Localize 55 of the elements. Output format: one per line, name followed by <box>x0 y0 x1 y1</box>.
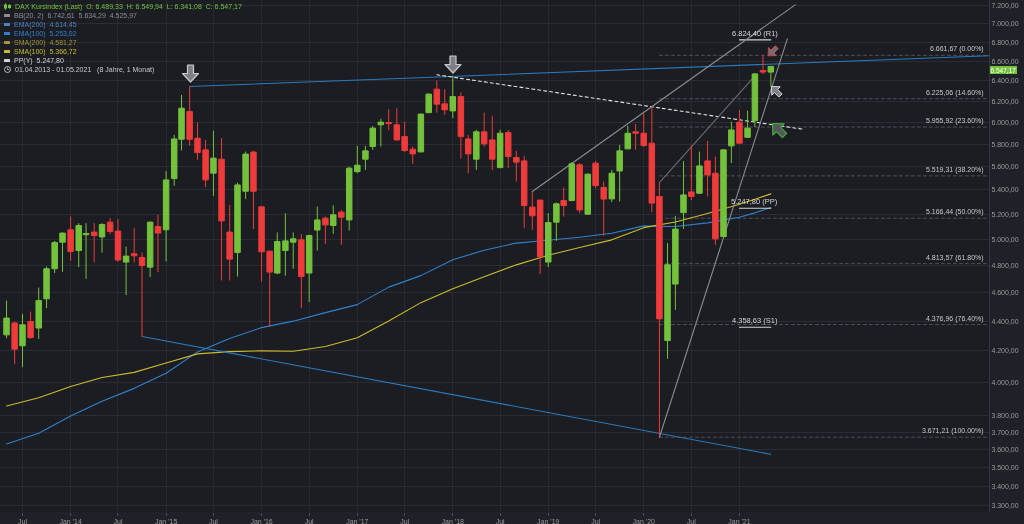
candlestick <box>425 92 432 114</box>
candlestick <box>362 145 369 171</box>
candlestick <box>338 209 345 246</box>
candlestick <box>322 216 329 245</box>
candlestick <box>377 118 385 148</box>
candlestick <box>130 227 138 263</box>
candlestick <box>138 252 146 337</box>
candlestick <box>720 148 727 238</box>
candlestick <box>592 160 599 189</box>
candlestick <box>122 246 130 296</box>
candlestick <box>329 204 337 235</box>
candlestick <box>464 134 472 174</box>
candlestick <box>417 113 425 154</box>
candlestick <box>35 287 42 340</box>
candlestick <box>250 150 257 230</box>
candlestick <box>218 137 225 282</box>
candlestick <box>608 169 616 203</box>
candlestick <box>162 170 170 263</box>
candlestick <box>90 222 98 263</box>
candlestick <box>584 172 591 216</box>
candlestick <box>767 65 775 88</box>
candlestick <box>3 300 10 339</box>
candlestick <box>624 125 632 150</box>
candlestick <box>305 234 313 303</box>
candlestick <box>67 216 74 262</box>
candlestick <box>560 187 567 218</box>
candlestick <box>27 311 34 340</box>
candlestick <box>154 214 162 273</box>
candlestick <box>568 161 576 202</box>
candlestick <box>473 129 480 171</box>
candlestick <box>226 204 233 282</box>
candlestick <box>751 72 759 128</box>
candlestick <box>496 129 504 169</box>
candlestick <box>688 145 695 201</box>
candlestick <box>744 110 751 139</box>
candlestick <box>616 144 623 203</box>
candlestick <box>19 313 26 368</box>
candlestick <box>759 54 767 75</box>
candlestick <box>98 222 106 254</box>
candlestick <box>680 160 687 230</box>
candlestick <box>696 151 703 195</box>
candlestick <box>385 108 392 131</box>
candlestick <box>457 92 465 160</box>
candlestick <box>504 129 512 169</box>
candlestick <box>314 205 321 251</box>
candlestick <box>576 162 583 214</box>
candlestick <box>449 75 457 119</box>
candlestick <box>600 181 607 237</box>
candlestick <box>146 221 154 278</box>
candlestick <box>298 233 305 309</box>
candlestick <box>210 130 217 197</box>
candlestick <box>11 321 18 365</box>
candlestick <box>728 121 735 164</box>
candlestick <box>369 125 376 151</box>
candlestick <box>736 109 743 144</box>
